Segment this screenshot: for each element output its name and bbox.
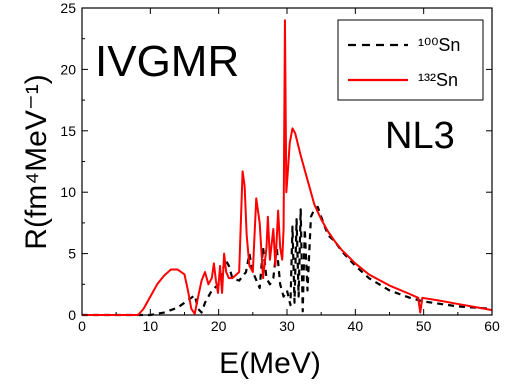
y-tick-label: 10 bbox=[60, 184, 76, 200]
x-tick-label: 10 bbox=[143, 318, 159, 334]
y-tick-label: 15 bbox=[60, 123, 76, 139]
plot-area: 0 10 20 30 40 50 60 0 5 10 15 20 25 bbox=[60, 0, 500, 334]
x-tick-label: 40 bbox=[348, 318, 364, 334]
x-tick-label: 60 bbox=[484, 318, 500, 334]
x-tick-label: 20 bbox=[211, 318, 227, 334]
x-tick-label: 50 bbox=[416, 318, 432, 334]
annotation-ivgmr: IVGMR bbox=[95, 37, 239, 86]
y-axis-title: R(fm⁴MeV⁻¹) bbox=[20, 74, 53, 249]
x-axis-title: E(MeV) bbox=[219, 347, 321, 380]
series-line-1 bbox=[82, 19, 493, 316]
y-tick-label: 25 bbox=[60, 0, 76, 16]
legend-label-132sn: ¹³²Sn bbox=[418, 70, 458, 90]
legend: ¹⁰⁰Sn ¹³²Sn bbox=[337, 19, 484, 101]
legend-label-100sn: ¹⁰⁰Sn bbox=[418, 35, 460, 55]
ticks-group: 0 10 20 30 40 50 60 0 5 10 15 20 25 bbox=[60, 0, 500, 334]
legend-box bbox=[337, 19, 484, 101]
x-tick-label: 0 bbox=[78, 318, 86, 334]
x-tick-label: 30 bbox=[279, 318, 295, 334]
y-tick-label: 20 bbox=[60, 61, 76, 77]
y-tick-label: 5 bbox=[68, 246, 76, 262]
series-group bbox=[82, 19, 493, 317]
annotation-nl3: NL3 bbox=[385, 115, 455, 157]
y-tick-label: 0 bbox=[68, 307, 76, 323]
